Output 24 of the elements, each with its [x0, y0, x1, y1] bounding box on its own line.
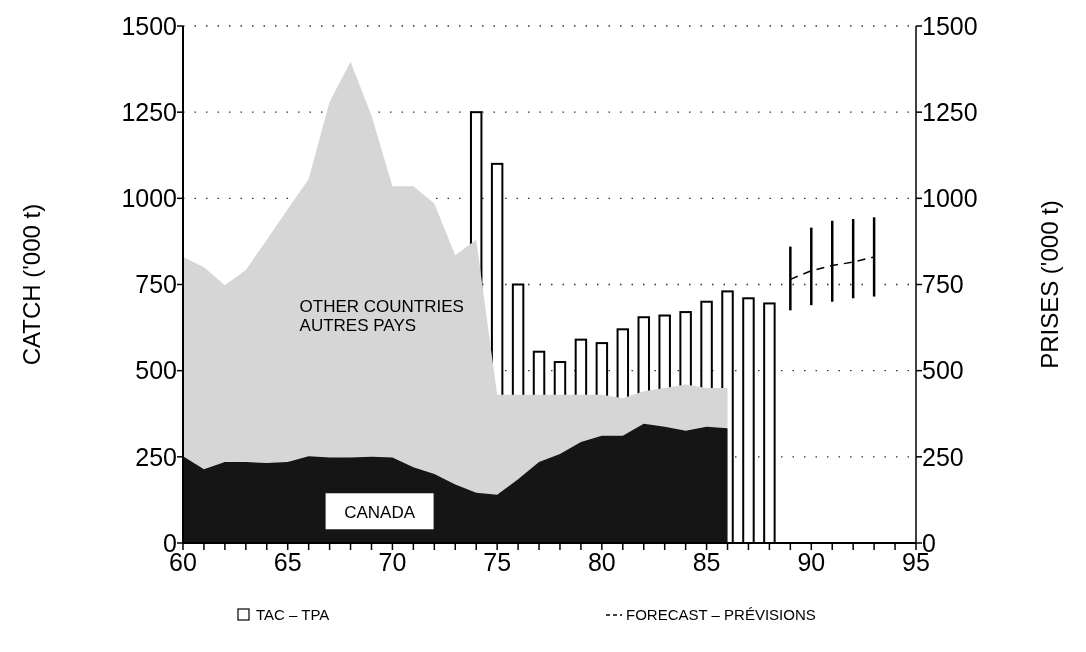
- y2-tick-label: 1250: [922, 97, 978, 126]
- y2-tick-label: 500: [922, 356, 964, 385]
- y-tick-label: 1500: [121, 11, 177, 40]
- x-tick-label: 80: [587, 548, 616, 576]
- y2-tick-label: 250: [922, 442, 964, 471]
- y2-axis-title: PRISES ('000 t): [1036, 200, 1063, 369]
- y-axis-title: CATCH ('000 t): [18, 203, 45, 366]
- series-label: OTHER COUNTRIES AUTRES PAYS: [299, 297, 464, 336]
- series-label: CANADA: [344, 503, 416, 523]
- y2-tick-label: 1500: [922, 11, 978, 40]
- y-tick-label: 1250: [121, 97, 177, 126]
- y-tick-label: 500: [135, 356, 177, 385]
- x-tick-label: 90: [797, 548, 826, 576]
- legend-label: TAC – TPA: [256, 606, 330, 623]
- y2-tick-label: 1000: [922, 184, 978, 213]
- y-tick-label: 250: [135, 442, 177, 471]
- y-tick-label: 1000: [121, 184, 177, 213]
- x-tick-label: 85: [692, 548, 721, 576]
- x-tick-label: 75: [483, 548, 512, 576]
- y-tick-label: 750: [135, 270, 177, 299]
- legend-label: FORECAST – PRÉVISIONS: [626, 606, 816, 623]
- y2-tick-label: 750: [922, 270, 964, 299]
- x-tick-label: 65: [273, 548, 302, 576]
- x-tick-label: 70: [378, 548, 407, 576]
